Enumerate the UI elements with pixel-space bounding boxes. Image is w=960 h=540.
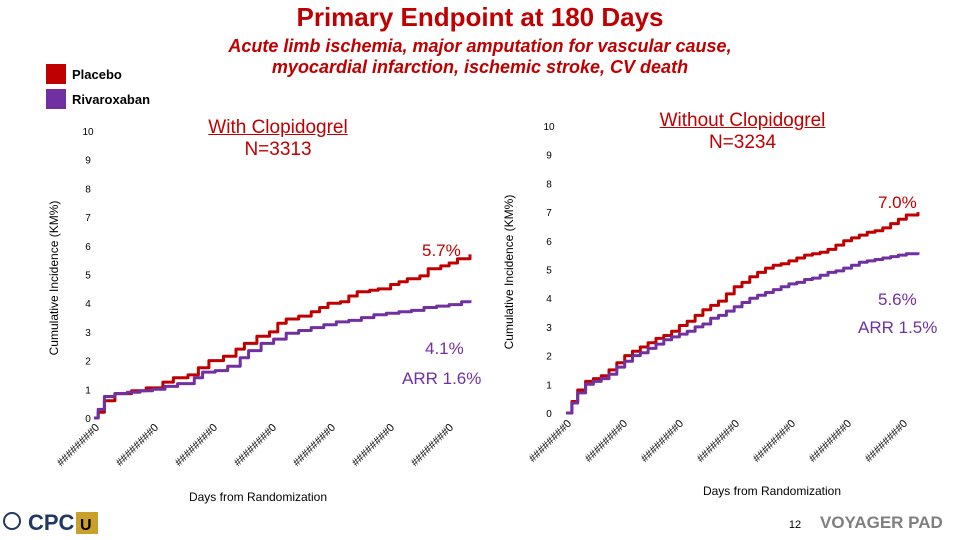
y-tick-label: 9	[546, 151, 552, 162]
slide-title: Primary Endpoint at 180 Days	[296, 2, 664, 32]
series-line-placebo	[94, 254, 472, 420]
x-tick-label: ########0	[232, 422, 279, 469]
y-tick-label: 4	[85, 299, 91, 310]
x-axis-label: Days from Randomization	[189, 490, 327, 504]
slide-subtitle: Acute limb ischemia, major amputation fo…	[200, 36, 760, 78]
subtitle-line-1: Acute limb ischemia, major amputation fo…	[228, 36, 732, 56]
x-tick-label: ########0	[527, 418, 574, 465]
y-tick-label: 9	[85, 156, 91, 167]
y-tick-label: 2	[85, 357, 91, 368]
annotation-rivaroxaban-end: 4.1%	[425, 339, 464, 358]
y-tick-label: 6	[546, 237, 552, 248]
right-panel-title-line-2: N=3234	[708, 132, 777, 153]
cpc-logo-text: CPC	[28, 510, 75, 535]
series-line-rivaroxaban	[94, 300, 472, 420]
y-tick-label: 5	[546, 266, 552, 277]
y-tick-label: 8	[85, 184, 91, 195]
legend-label-placebo: Placebo	[72, 66, 122, 82]
y-tick-label: 1	[85, 385, 91, 396]
y-tick-label: 3	[85, 328, 91, 339]
chart-without-clopidogrel: 0 1 2 3 4 5 6 7 8 9 10 Cumulative Incidence (KM%) ##…	[502, 122, 937, 498]
x-tick-label: ########0	[807, 418, 854, 465]
x-tick-label: ########0	[751, 418, 798, 465]
y-tick-label: 5	[85, 271, 91, 282]
y-tick-label: 0	[85, 414, 91, 425]
annotation-placebo-end: 7.0%	[878, 193, 917, 212]
x-tick-label: ########0	[114, 422, 161, 469]
y-tick-label: 2	[546, 352, 552, 363]
x-tick-label: ########0	[409, 422, 456, 469]
right-panel-title-line-1: Without Clopidogrel	[659, 110, 826, 131]
voyager-pad-logo: VOYAGER PAD	[820, 513, 943, 532]
page-number: 12	[789, 519, 801, 531]
cpc-logo: CPC U	[3, 510, 98, 535]
chart-with-clopidogrel: 0 1 2 3 4 5 6 7 8 9 10 Cumulative Incidence (KM%) ##…	[47, 127, 481, 504]
x-tick-label: ########0	[583, 418, 630, 465]
y-tick-label: 7	[85, 213, 91, 224]
x-tick-label: ########0	[291, 422, 338, 469]
x-tick-label: ########0	[55, 422, 102, 469]
annotation-arr: ARR 1.5%	[858, 318, 937, 337]
y-tick-label: 10	[82, 127, 94, 138]
series-line-rivaroxaban	[566, 252, 920, 415]
left-panel-title-line-2: N=3313	[244, 139, 312, 160]
x-tick-label: ########0	[639, 418, 686, 465]
x-tick-label: ########0	[173, 422, 220, 469]
subtitle-line-2: myocardial infarction, ischemic stroke, …	[271, 57, 689, 77]
y-tick-label: 3	[546, 323, 552, 334]
annotation-placebo-end: 5.7%	[422, 241, 461, 260]
right-panel-title: Without Clopidogrel N=3234	[630, 110, 855, 154]
university-logo-icon	[76, 512, 98, 534]
footer: CPC U 12 VOYAGER PAD	[3, 510, 943, 535]
legend-item-placebo: Placebo	[46, 64, 122, 84]
legend-swatch-placebo	[46, 64, 66, 84]
series-line-placebo	[566, 212, 920, 415]
y-tick-label: 0	[546, 409, 552, 420]
left-panel-title: With Clopidogrel N=3313	[178, 117, 378, 161]
legend-item-rivaroxaban: Rivaroxaban	[46, 89, 150, 109]
x-tick-label: ########0	[863, 418, 910, 465]
svg-text:U: U	[80, 517, 92, 534]
y-tick-label: 4	[546, 294, 552, 305]
y-tick-label: 10	[543, 122, 555, 133]
y-tick-label: 7	[546, 208, 552, 219]
y-tick-label: 8	[546, 179, 552, 190]
legend-label-rivaroxaban: Rivaroxaban	[72, 91, 151, 107]
left-panel-title-line-1: With Clopidogrel	[208, 117, 348, 138]
x-tick-label: ########0	[695, 418, 742, 465]
x-axis-label: Days from Randomization	[703, 484, 841, 498]
y-tick-label: 6	[85, 242, 91, 253]
x-tick-label: ########0	[350, 422, 397, 469]
y-axis-label: Cumulative Incidence (KM%)	[47, 201, 61, 356]
y-axis-label: Cumulative Incidence (KM%)	[502, 195, 516, 350]
legend-swatch-rivaroxaban	[46, 89, 66, 109]
y-tick-label: 1	[546, 380, 552, 391]
annotation-rivaroxaban-end: 5.6%	[878, 290, 917, 309]
annotation-arr: ARR 1.6%	[402, 369, 481, 388]
